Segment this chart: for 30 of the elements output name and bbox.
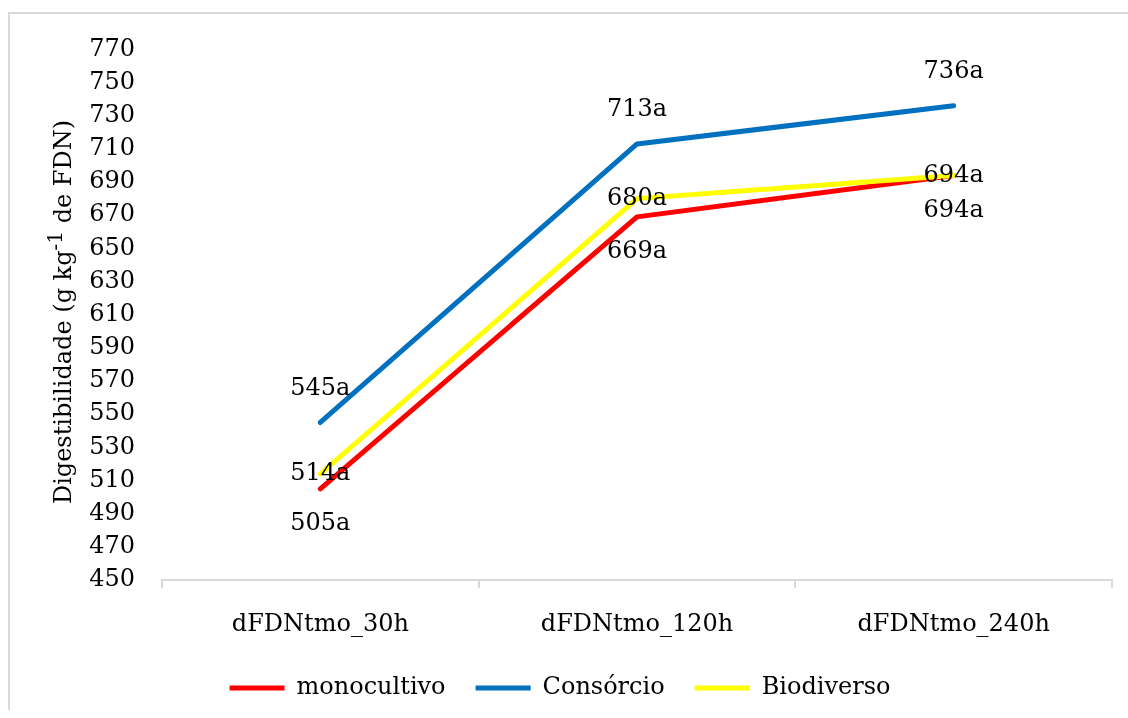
data-label: 694a	[923, 194, 984, 223]
y-tick-label: 550	[89, 398, 135, 427]
y-tick-label: 630	[89, 265, 135, 294]
data-label: 669a	[606, 236, 668, 265]
y-tick-label: 470	[89, 531, 135, 560]
data-label: 713a	[606, 94, 668, 123]
y-tick-label: 670	[89, 199, 135, 228]
data-label: 545a	[290, 372, 351, 401]
y-tick-label: 610	[89, 298, 135, 327]
y-tick-label: 490	[89, 497, 135, 526]
y-tick-label: 770	[89, 33, 135, 62]
y-tick-label: 650	[89, 232, 135, 261]
y-tick-label: 450	[89, 564, 135, 593]
data-label: 736a	[923, 56, 984, 85]
y-tick-label: 570	[89, 365, 135, 394]
y-tick-label: 590	[89, 332, 135, 361]
legend-label: Biodiverso	[761, 672, 891, 701]
y-tick-label: 750	[89, 66, 135, 95]
y-tick-label: 690	[89, 166, 135, 195]
y-tick-label: 710	[89, 133, 135, 162]
legend-label: Consórcio	[542, 672, 665, 701]
y-tick-label: 510	[89, 464, 135, 493]
y-tick-label: 530	[89, 431, 135, 460]
legend-label: monocultivo	[296, 672, 446, 701]
data-label: 694a	[923, 159, 984, 188]
x-tick-label: dFDNtmo_240h	[857, 608, 1050, 637]
x-tick-label: dFDNtmo_120h	[540, 608, 734, 637]
x-tick-label: dFDNtmo_30h	[231, 608, 409, 637]
y-tick-label: 730	[89, 99, 135, 128]
data-label: 505a	[290, 508, 351, 537]
